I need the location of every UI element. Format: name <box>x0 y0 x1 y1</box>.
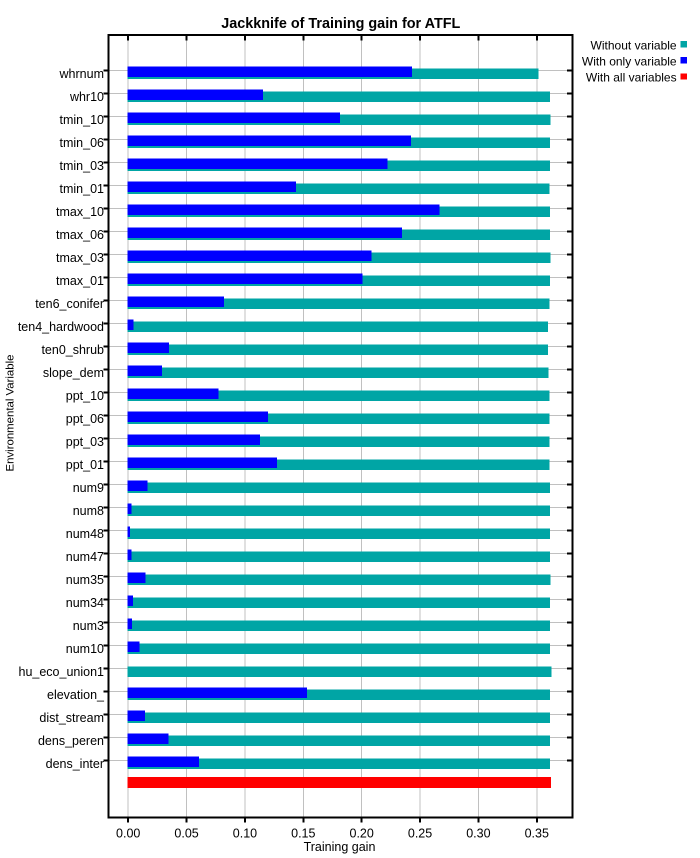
svg-text:num9: num9 <box>73 481 104 495</box>
svg-text:tmin_03: tmin_03 <box>60 159 105 173</box>
svg-text:With only variable: With only variable <box>582 54 677 68</box>
svg-text:0.15: 0.15 <box>291 827 315 841</box>
svg-text:whr10: whr10 <box>69 90 104 104</box>
svg-text:num34: num34 <box>66 596 104 610</box>
svg-text:tmax_10: tmax_10 <box>56 205 104 219</box>
svg-text:num10: num10 <box>66 642 104 656</box>
svg-text:Environmental Variable: Environmental Variable <box>5 355 17 472</box>
svg-text:tmax_06: tmax_06 <box>56 228 104 242</box>
svg-text:elevation_: elevation_ <box>47 688 105 702</box>
svg-text:ppt_01: ppt_01 <box>66 458 104 472</box>
svg-text:ppt_03: ppt_03 <box>66 435 104 449</box>
svg-text:0.25: 0.25 <box>408 827 432 841</box>
svg-text:dens_inter: dens_inter <box>46 757 104 771</box>
svg-text:ten0_shrub: ten0_shrub <box>41 343 104 357</box>
svg-text:0.30: 0.30 <box>466 827 490 841</box>
svg-text:hu_eco_union1: hu_eco_union1 <box>19 665 105 679</box>
svg-text:tmin_06: tmin_06 <box>60 136 105 150</box>
svg-text:Jackknife of Training gain for: Jackknife of Training gain for ATFL <box>221 16 460 32</box>
svg-text:ten4_hardwood: ten4_hardwood <box>18 320 104 334</box>
svg-text:Without variable: Without variable <box>591 38 677 52</box>
svg-text:ppt_10: ppt_10 <box>66 389 104 403</box>
svg-text:dist_stream: dist_stream <box>39 711 104 725</box>
svg-text:num48: num48 <box>66 527 104 541</box>
svg-text:tmin_01: tmin_01 <box>60 182 105 196</box>
svg-text:tmin_10: tmin_10 <box>60 113 105 127</box>
svg-text:Training gain: Training gain <box>304 840 376 854</box>
svg-text:0.05: 0.05 <box>174 827 198 841</box>
svg-text:num8: num8 <box>73 504 104 518</box>
svg-text:num47: num47 <box>66 550 104 564</box>
svg-text:0.20: 0.20 <box>350 827 374 841</box>
svg-text:ppt_06: ppt_06 <box>66 412 104 426</box>
svg-text:0.10: 0.10 <box>233 827 257 841</box>
svg-text:num3: num3 <box>73 619 104 633</box>
svg-text:ten6_conifer: ten6_conifer <box>35 297 104 311</box>
svg-text:dens_peren: dens_peren <box>38 734 104 748</box>
svg-text:tmax_03: tmax_03 <box>56 251 104 265</box>
svg-text:whrnum: whrnum <box>59 67 104 81</box>
svg-text:tmax_01: tmax_01 <box>56 274 104 288</box>
svg-text:slope_dem: slope_dem <box>43 366 104 380</box>
svg-text:num35: num35 <box>66 573 104 587</box>
svg-text:0.00: 0.00 <box>116 827 140 841</box>
svg-text:0.35: 0.35 <box>525 827 549 841</box>
svg-text:With all variables: With all variables <box>586 71 677 85</box>
